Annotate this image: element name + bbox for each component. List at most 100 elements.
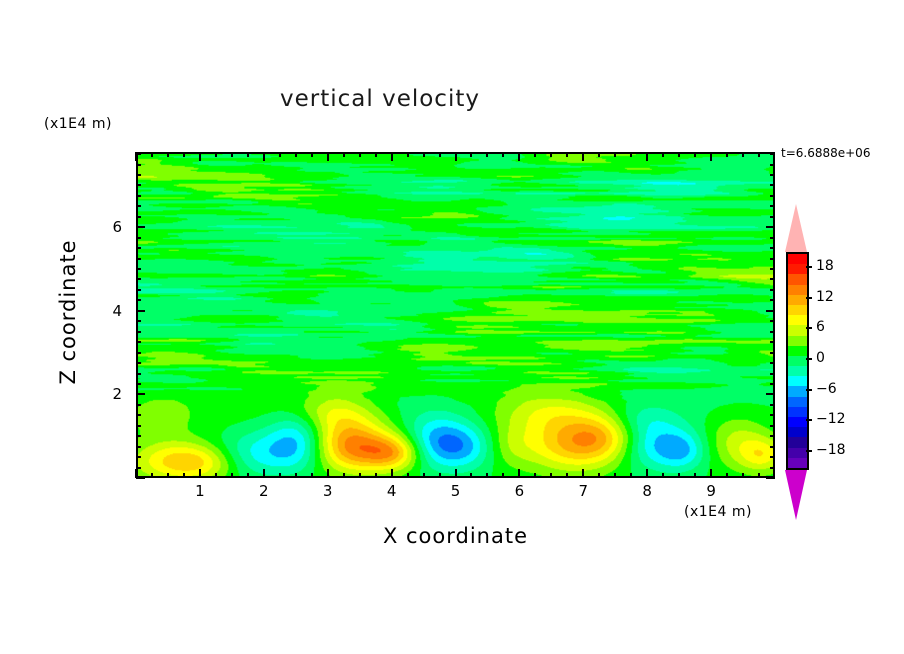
x-axis-tick-label: 8: [642, 482, 652, 500]
x-axis-tick-label: 3: [322, 482, 333, 500]
y-axis-tickmark: [770, 372, 775, 375]
x-axis-tickmark: [230, 473, 233, 478]
colorbar-tickmark: [806, 388, 812, 391]
colorbar-tickmark: [806, 358, 812, 360]
x-axis-tick-label: 6: [514, 482, 525, 500]
y-axis-tickmark: [770, 445, 775, 448]
x-axis-tickmark: [630, 152, 633, 157]
y-axis-tickmark: [770, 330, 775, 333]
y-axis-tickmark: [770, 288, 775, 291]
x-axis-tickmark: [150, 152, 153, 157]
y-axis-tickmark: [770, 205, 775, 208]
x-axis-tickmark: [454, 469, 457, 478]
x-axis-tick-label: 1: [195, 482, 205, 500]
x-axis-tickmark: [246, 473, 249, 478]
y-axis-tickmark: [136, 215, 141, 218]
y-axis-tickmark: [136, 351, 141, 354]
x-axis-tickmark: [150, 473, 153, 478]
y-axis-tickmark: [770, 362, 775, 365]
x-axis-tickmark: [742, 473, 745, 478]
y-axis-tickmark: [770, 215, 775, 218]
colorbar-band: [788, 417, 807, 428]
y-axis-tickmark: [136, 330, 141, 333]
y-axis-tickmark: [770, 247, 775, 250]
x-axis-tickmark: [294, 473, 297, 478]
x-axis-tickmark: [470, 152, 473, 157]
x-axis-tickmark: [534, 473, 537, 478]
y-axis-tickmark: [770, 299, 775, 302]
y-axis-tickmark: [136, 382, 141, 385]
x-axis-tickmark: [710, 469, 713, 478]
y-axis-tickmark: [136, 268, 141, 271]
y-axis-tickmark: [766, 309, 775, 312]
colorbar-band: [788, 254, 807, 265]
y-axis-tickmark: [136, 163, 141, 166]
y-axis-tickmark: [136, 466, 141, 469]
x-axis-tickmark: [358, 152, 361, 157]
x-axis-tickmark: [550, 473, 553, 478]
y-axis-tickmark: [770, 456, 775, 459]
y-axis-tickmark: [770, 320, 775, 323]
y-axis-tickmark: [770, 163, 775, 166]
colorbar-band: [788, 427, 807, 438]
x-axis-tick-label: 4: [386, 482, 397, 500]
x-axis-tick-label: 2: [259, 482, 269, 500]
colorbar-band: [788, 335, 807, 346]
x-axis-tickmark: [422, 473, 425, 478]
x-axis-tickmark: [662, 152, 665, 157]
x-axis-tickmark: [502, 473, 505, 478]
y-axis-tickmark: [136, 299, 141, 302]
colorbar-band: [788, 304, 807, 316]
x-axis-tickmark: [438, 152, 441, 157]
y-axis-tickmark: [770, 257, 775, 260]
colorbar-band: [788, 406, 807, 417]
x-axis-tickmark: [214, 473, 217, 478]
colorbar-band: [788, 325, 807, 336]
x-axis-tickmark: [214, 152, 217, 157]
colorbar-band: [788, 457, 807, 468]
x-axis-tickmark: [278, 152, 281, 157]
x-axis-tickmark: [726, 473, 729, 478]
x-axis-tickmark: [598, 152, 601, 157]
x-axis-tickmark: [230, 152, 233, 157]
x-axis-tickmark: [678, 473, 681, 478]
colorbar-band: [788, 345, 807, 356]
y-axis-tickmark: [136, 226, 145, 229]
y-axis-tickmark: [136, 403, 141, 406]
colorbar-tick-label: −18: [816, 441, 846, 458]
x-axis-tickmark: [550, 152, 553, 157]
x-axis-tickmark: [198, 152, 201, 161]
colorbar-band: [788, 315, 807, 326]
colorbar: [786, 252, 809, 470]
y-axis-tickmark: [770, 382, 775, 385]
x-axis-tickmark: [262, 152, 265, 161]
y-axis-tickmark: [770, 153, 775, 156]
y-axis-tickmark: [766, 393, 775, 396]
colorbar-band: [788, 366, 807, 377]
x-axis-tickmark: [166, 152, 169, 157]
colorbar-band: [788, 274, 807, 285]
x-axis-tick-label: 9: [706, 482, 716, 500]
y-axis-tickmark: [770, 194, 775, 197]
x-axis-tickmark: [710, 152, 713, 161]
y-axis-tickmark: [136, 173, 141, 176]
x-axis-tickmark: [502, 152, 505, 157]
y-axis-tickmark: [136, 393, 145, 396]
x-axis-tickmark: [326, 469, 329, 478]
colorbar-over-cap: [785, 204, 807, 252]
colorbar-band: [788, 264, 807, 275]
y-axis-tickmark: [136, 257, 141, 260]
x-axis-tickmark: [374, 473, 377, 478]
x-axis-tickmark: [742, 152, 745, 157]
x-axis-tickmark: [646, 152, 649, 161]
y-axis-tickmark: [770, 184, 775, 187]
colorbar-band: [788, 355, 807, 367]
y-axis-tickmark: [770, 403, 775, 406]
colorbar-tick-label: −6: [816, 380, 837, 397]
y-axis-tickmark: [136, 362, 141, 365]
x-axis-tickmark: [374, 152, 377, 157]
y-axis-tickmark: [770, 414, 775, 417]
colorbar-tick-label: 18: [816, 258, 834, 275]
x-axis-tickmark: [182, 473, 185, 478]
x-axis-tickmark: [518, 469, 521, 478]
